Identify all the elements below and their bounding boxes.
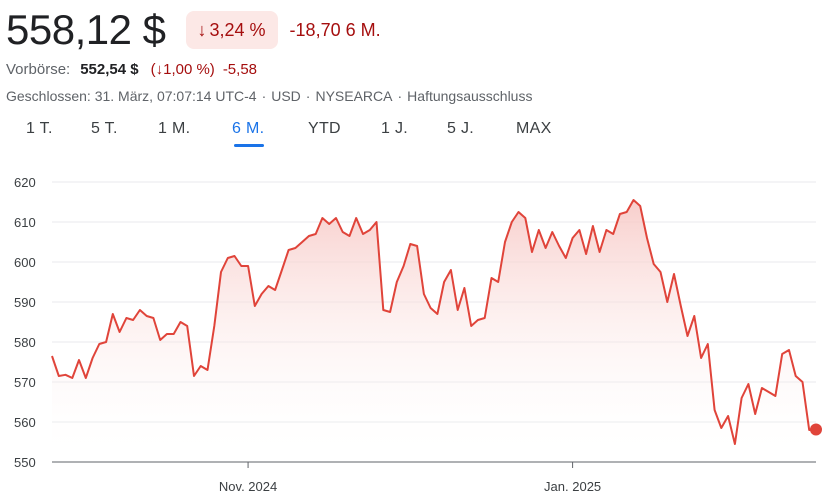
disclaimer-link[interactable]: Haftungsausschluss	[407, 88, 533, 104]
y-tick-label: 550	[14, 455, 36, 470]
premarket-row: Vorbörse: 552,54 $ (↓1,00 %) -5,58	[6, 61, 257, 78]
premarket-percent: (↓1,00 %)	[150, 61, 215, 78]
quote-meta: Geschlossen: 31. März, 07:07:14 UTC-4 · US…	[6, 88, 532, 104]
y-tick-label: 620	[14, 175, 36, 190]
tab-5y[interactable]: 5 J.	[447, 120, 474, 137]
tab-6m[interactable]: 6 M.	[232, 120, 265, 137]
tab-1y[interactable]: 1 J.	[381, 120, 408, 137]
y-tick-label: 610	[14, 215, 36, 230]
closed-timestamp: Geschlossen: 31. März, 07:07:14 UTC-4	[6, 88, 257, 104]
y-tick-label: 560	[14, 415, 36, 430]
y-tick-label: 590	[14, 295, 36, 310]
current-price: 558,12 $	[6, 6, 166, 53]
price-area	[52, 200, 816, 462]
tab-5d[interactable]: 5 T.	[91, 120, 118, 137]
tab-max[interactable]: MAX	[516, 120, 552, 137]
y-tick-label: 570	[14, 375, 36, 390]
exchange: NYSEARCA	[315, 88, 393, 104]
y-tick-label: 600	[14, 255, 36, 270]
price-chart[interactable]: 620 610 600 590 580 570 560 550 Nov. 2024 Jan. 2…	[0, 160, 832, 503]
y-tick-label: 580	[14, 335, 36, 350]
premarket-change: -5,58	[222, 61, 258, 78]
meta-separator: ·	[305, 88, 311, 104]
currency: USD	[271, 88, 301, 104]
price-line	[51, 199, 817, 445]
change-absolute: -18,70 6 M.	[289, 19, 381, 40]
x-tick-label: Nov. 2024	[219, 479, 277, 494]
meta-separator: ·	[397, 88, 403, 104]
x-tick-label: Jan. 2025	[544, 479, 601, 494]
last-price-marker[interactable]	[810, 423, 822, 436]
arrow-down-icon: ↓	[197, 19, 207, 40]
change-percent-badge: ↓ 3,24 %	[185, 11, 278, 49]
y-axis: 620 610 600 590 580 570 560 550	[14, 175, 36, 470]
meta-separator: ·	[261, 88, 267, 104]
tab-1m[interactable]: 1 M.	[158, 120, 191, 137]
change-percent: 3,24 %	[209, 19, 266, 40]
quote-header: 558,12 $ ↓ 3,24 % -18,70 6 M.	[6, 6, 381, 54]
active-tab-indicator	[234, 144, 264, 147]
tab-1d[interactable]: 1 T.	[26, 120, 53, 137]
premarket-label: Vorbörse:	[6, 61, 71, 78]
tab-ytd[interactable]: YTD	[308, 120, 341, 137]
premarket-price: 552,54 $	[80, 61, 139, 78]
